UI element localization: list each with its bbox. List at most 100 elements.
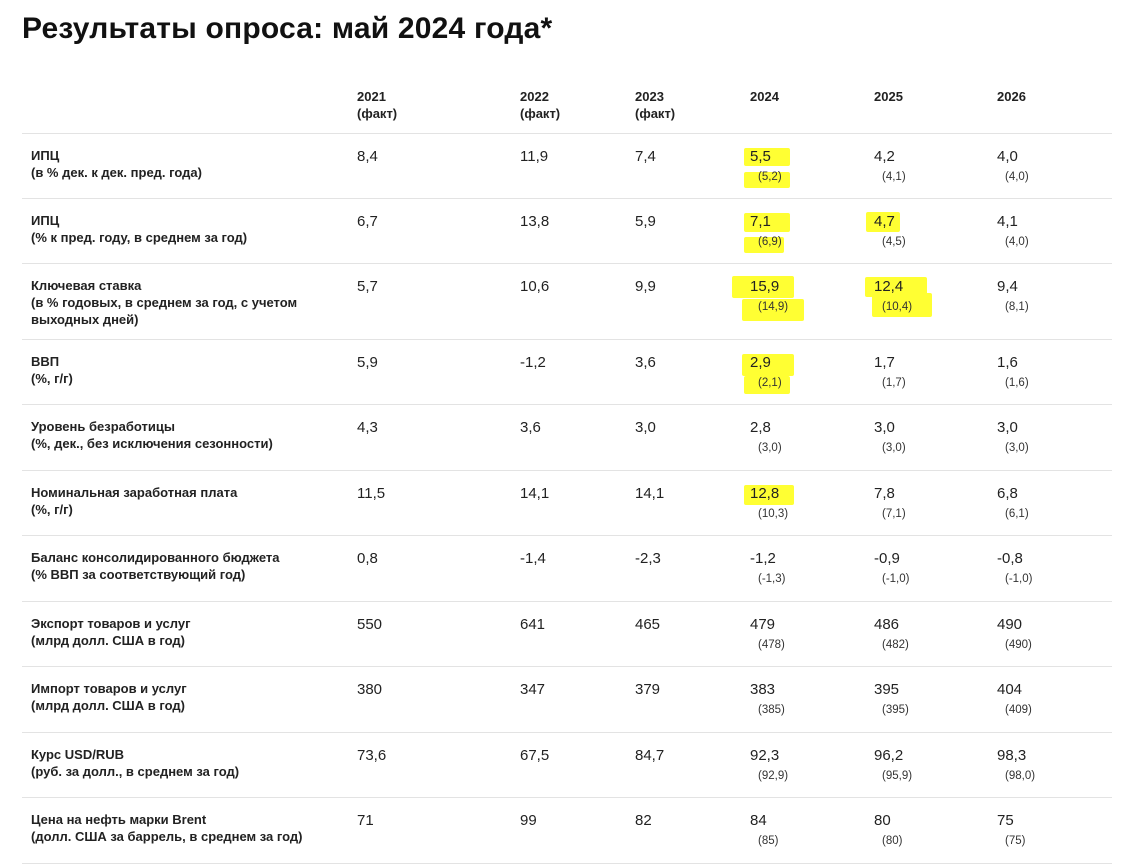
highlight-marker [742, 354, 794, 376]
row-label-line: (%, дек., без исключения сезонности) [31, 436, 273, 451]
previous-survey-value: (4,0) [1005, 236, 1029, 248]
cell-value-2024: 7,1 [750, 213, 771, 230]
row-label: ИПЦ (в % дек. к дек. пред. года) [31, 147, 331, 181]
cell-value-2022: -1,2 [520, 354, 546, 371]
row-label-line: Уровень безработицы [31, 419, 175, 434]
row-label-line: Номинальная заработная плата [31, 485, 238, 500]
table-row: ИПЦ (в % дек. к дек. пред. года) 8,4 11,9 7,… [22, 133, 1112, 199]
cell-value-2024: 5,5 [750, 148, 771, 165]
cell-value-2023: 3,6 [635, 354, 656, 371]
row-label-line: (млрд долл. США в год) [31, 633, 185, 648]
column-header-2025: 2025 [874, 89, 903, 104]
table-row: ИПЦ (% к пред. году, в среднем за год) 6,7… [22, 198, 1112, 264]
highlight-marker [744, 237, 784, 253]
previous-survey-value: (75) [1005, 835, 1026, 847]
row-label-line: (%, г/г) [31, 502, 73, 517]
previous-survey-value: (4,1) [882, 171, 906, 183]
cell-value-2026: 490 [997, 616, 1023, 633]
previous-survey-value: (6,1) [1005, 508, 1029, 520]
table-row: Баланс консолидированного бюджета (% ВВП … [22, 535, 1112, 602]
cell-value-2023: 9,9 [635, 278, 656, 295]
column-header-2023: 2023 (факт) [635, 89, 676, 121]
previous-survey-value: (478) [758, 639, 785, 651]
table-row: Экспорт товаров и услуг (млрд долл. США в… [22, 601, 1112, 667]
previous-survey-value: (92,9) [758, 770, 789, 782]
cell-value-2021: 380 [357, 681, 383, 698]
row-label: Курс USD/RUB (руб. за долл., в среднем за… [31, 746, 331, 780]
previous-survey-value: (95,9) [882, 770, 913, 782]
cell-value-2024: 92,3 [750, 747, 780, 764]
previous-survey-value: (-1,0) [1005, 573, 1033, 585]
row-label-line: Ключевая ставка [31, 278, 142, 293]
cell-value-2026: 4,0 [997, 148, 1018, 165]
table-header: 2021 (факт) 2022 (факт) 2023 (факт) 2024 20… [22, 80, 1112, 132]
cell-value-2023: -2,3 [635, 550, 661, 567]
cell-value-2022: 14,1 [520, 485, 550, 502]
cell-value-2026: 6,8 [997, 485, 1018, 502]
cell-value-2026: -0,8 [997, 550, 1023, 567]
cell-value-2023: 379 [635, 681, 661, 698]
row-label: Импорт товаров и услуг (млрд долл. США в … [31, 680, 331, 714]
table-row: Цена на нефть марки Brent (долл. США за б… [22, 797, 1112, 864]
highlight-marker [872, 293, 932, 317]
highlight-marker [744, 148, 790, 166]
cell-value-2025: 96,2 [874, 747, 904, 764]
cell-value-2025: 4,7 [874, 213, 895, 230]
cell-value-2023: 82 [635, 812, 652, 829]
row-label-line: (в % годовых, в среднем за год, с учетом [31, 295, 298, 310]
previous-survey-value: (14,9) [758, 301, 789, 313]
previous-survey-value: (490) [1005, 639, 1032, 651]
row-label: Уровень безработицы (%, дек., без исключе… [31, 418, 331, 452]
cell-value-2025: 80 [874, 812, 891, 829]
row-label-line: Баланс консолидированного бюджета [31, 550, 280, 565]
table-row: Номинальная заработная плата (%, г/г) 11,5… [22, 470, 1112, 536]
cell-value-2022: 99 [520, 812, 537, 829]
previous-survey-value: (10,4) [882, 301, 913, 313]
row-label: Баланс консолидированного бюджета (% ВВП … [31, 549, 331, 583]
row-label-line: Импорт товаров и услуг [31, 681, 187, 696]
row-label-line: (млрд долл. США в год) [31, 698, 185, 713]
row-label-line: (% ВВП за соответствующий год) [31, 567, 246, 582]
cell-value-2024: 479 [750, 616, 776, 633]
cell-value-2025: -0,9 [874, 550, 900, 567]
table-row: Ключевая ставка (в % годовых, в среднем з… [22, 263, 1112, 340]
cell-value-2023: 5,9 [635, 213, 656, 230]
table-row: Уровень безработицы (%, дек., без исключе… [22, 404, 1112, 471]
cell-value-2024: 2,8 [750, 419, 771, 436]
highlight-marker [744, 376, 790, 394]
table-row: Импорт товаров и услуг (млрд долл. США в … [22, 666, 1112, 733]
highlight-marker [744, 485, 794, 505]
highlight-marker [866, 212, 900, 232]
previous-survey-value: (2,1) [758, 377, 782, 389]
cell-value-2021: 6,7 [357, 213, 378, 230]
row-label-line: (долл. США за баррель, в среднем за год) [31, 829, 303, 844]
row-label: Ключевая ставка (в % годовых, в среднем з… [31, 277, 331, 328]
cell-value-2026: 4,1 [997, 213, 1018, 230]
previous-survey-value: (7,1) [882, 508, 906, 520]
highlight-marker [742, 299, 804, 321]
cell-value-2021: 4,3 [357, 419, 378, 436]
previous-survey-value: (4,5) [882, 236, 906, 248]
cell-value-2022: 347 [520, 681, 546, 698]
previous-survey-value: (85) [758, 835, 779, 847]
cell-value-2023: 84,7 [635, 747, 665, 764]
cell-value-2024: 2,9 [750, 354, 771, 371]
previous-survey-value: (4,0) [1005, 171, 1029, 183]
row-label-line: Курс USD/RUB [31, 747, 124, 762]
cell-value-2021: 11,5 [357, 485, 386, 502]
previous-survey-value: (10,3) [758, 508, 789, 520]
cell-value-2021: 550 [357, 616, 383, 633]
cell-value-2025: 7,8 [874, 485, 895, 502]
cell-value-2024: -1,2 [750, 550, 776, 567]
highlight-marker [865, 277, 927, 297]
cell-value-2022: -1,4 [520, 550, 546, 567]
row-label-line: Цена на нефть марки Brent [31, 812, 207, 827]
previous-survey-value: (395) [882, 704, 909, 716]
cell-value-2021: 71 [357, 812, 374, 829]
cell-value-2025: 395 [874, 681, 900, 698]
cell-value-2023: 14,1 [635, 485, 665, 502]
row-label-line: (%, г/г) [31, 371, 73, 386]
column-header-2024: 2024 [750, 89, 779, 104]
cell-value-2023: 7,4 [635, 148, 656, 165]
row-label-line: ИПЦ [31, 148, 60, 163]
